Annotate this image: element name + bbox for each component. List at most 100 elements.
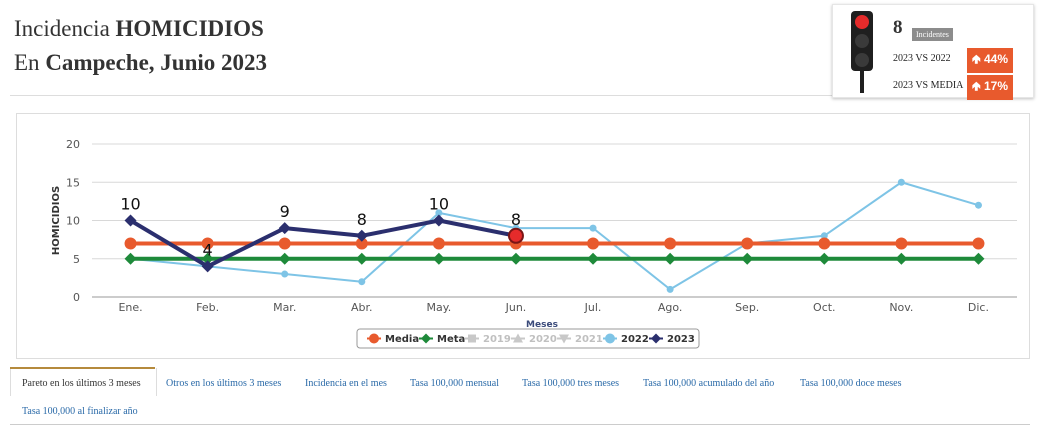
point-Meta-2 — [201, 252, 214, 265]
tab-8[interactable]: Tasa 100,000 al finalizar año — [22, 406, 138, 417]
legend-marker-2023 — [651, 333, 661, 344]
point-2022-3 — [281, 270, 289, 278]
series-line-2022 — [130, 181, 979, 291]
x-tick-label: Ago. — [658, 301, 683, 314]
subtitle-place-date: Campeche, Junio 2023 — [45, 50, 268, 75]
legend-label-Media: Media — [385, 334, 419, 345]
tab-3[interactable]: Incidencia en el mes — [305, 378, 387, 389]
point-2023-5 — [432, 214, 445, 227]
point-2023-4 — [355, 229, 368, 242]
point-Media-9 — [741, 237, 754, 250]
title-crime: HOMICIDIOS — [115, 16, 264, 41]
legend-marker-2021 — [559, 334, 569, 344]
point-2023-3 — [278, 222, 291, 235]
subtitle-prefix: En — [14, 50, 46, 75]
legend-label-Meta: Meta — [437, 334, 465, 345]
point-Media-11 — [895, 237, 908, 250]
compare-media-badge: 🢁 17% — [967, 75, 1013, 100]
tab-2[interactable]: Otros en los últimos 3 meses — [166, 378, 282, 389]
compare-2022-badge: 🢁 44% — [967, 48, 1013, 73]
chart-container: 0 5 10 15 20 HOMICIDIOS Ene. Feb. Mar. Abr. May. Ju… — [16, 113, 1030, 359]
compare-2022-value: 44% — [983, 52, 1008, 66]
point-2022-10 — [820, 232, 828, 240]
point-2023-2 — [201, 260, 214, 273]
legend-label-2023: 2023 — [667, 334, 695, 345]
point-Media-1 — [124, 237, 137, 250]
x-tick-label: Sep. — [735, 301, 759, 314]
traffic-light-red-lamp — [855, 15, 869, 29]
point-2022-7 — [589, 224, 597, 232]
point-Media-3 — [278, 237, 291, 250]
y-tick-label: 0 — [73, 291, 80, 304]
legend-marker-Meta — [421, 333, 431, 344]
x-tick-label: Abr. — [351, 301, 373, 314]
tab-1[interactable]: Pareto en los últimos 3 meses — [22, 378, 141, 389]
legend-marker-2022 — [605, 333, 615, 344]
tab-6[interactable]: Tasa 100,000 acumulado del año — [643, 378, 775, 389]
point-Media-8 — [664, 237, 677, 250]
traffic-light-pole — [860, 71, 864, 93]
traffic-light-green-lamp — [855, 53, 869, 67]
data-label-2023-1: 10 — [120, 195, 140, 214]
point-2022-11 — [897, 178, 905, 186]
active-tab-indicator — [10, 367, 155, 369]
point-Meta-1 — [124, 252, 137, 265]
x-tick-label: Ene. — [118, 301, 142, 314]
legend-marker-Media — [369, 333, 379, 344]
legend-label-2019: 2019 — [483, 334, 511, 345]
header-divider — [10, 95, 832, 96]
point-Media-12 — [972, 237, 985, 250]
point-Meta-10 — [818, 252, 831, 265]
title-prefix: Incidencia — [14, 16, 116, 41]
point-Meta-12 — [972, 252, 985, 265]
active-tab-frame — [10, 368, 157, 396]
point-Media-4 — [355, 237, 368, 250]
y-tick-label: 10 — [66, 215, 80, 228]
stats-panel: 8 Incidentes 2023 VS 2022 🢁 44% 2023 VS … — [832, 4, 1034, 100]
legend-frame — [356, 328, 700, 349]
point-Meta-7 — [587, 252, 600, 265]
x-tick-label: Oct. — [813, 301, 836, 314]
point-2022-8 — [666, 285, 674, 293]
tab-4[interactable]: Tasa 100,000 mensual — [410, 378, 500, 389]
x-tick-label: Jun. — [505, 301, 527, 314]
x-tick-label: Dic. — [968, 301, 989, 314]
incident-count: 8 — [893, 17, 903, 38]
compare-media-label: 2023 VS MEDIA — [893, 80, 964, 91]
series-line-2023 — [129, 218, 517, 269]
point-Media-5 — [432, 237, 445, 250]
point-Meta-8 — [664, 252, 677, 265]
point-Meta-11 — [895, 252, 908, 265]
page-subtitle: En Campeche, Junio 2023 — [14, 50, 267, 76]
compare-media-value: 17% — [983, 79, 1008, 93]
traffic-light-icon — [851, 11, 873, 71]
line-chart: 0 5 10 15 20 HOMICIDIOS Ene. Feb. Mar. Abr. May. Ju… — [51, 138, 1017, 349]
footer-divider — [10, 424, 1030, 425]
data-label-2023-5: 10 — [429, 195, 449, 214]
chart-legend: Media Meta 2019 2020 2021 2022 2023 — [356, 328, 700, 349]
point-Meta-9 — [741, 252, 754, 265]
point-2022-5 — [435, 209, 443, 217]
point-Meta-5 — [432, 252, 445, 265]
x-tick-label: Jul. — [584, 301, 602, 314]
tab-7[interactable]: Tasa 100,000 doce meses — [800, 378, 902, 389]
point-Media-10 — [818, 237, 831, 250]
tab-5[interactable]: Tasa 100,000 tres meses — [522, 378, 620, 389]
traffic-light-yellow-lamp — [855, 34, 869, 48]
point-2022-12 — [974, 201, 982, 209]
y-axis-label: HOMICIDIOS — [51, 186, 62, 255]
data-label-2023-4: 8 — [357, 210, 367, 229]
point-Meta-6 — [509, 252, 522, 265]
legend-marker-2019 — [468, 334, 476, 343]
data-label-2023-6: 8 — [511, 210, 521, 229]
point-2022-4 — [358, 278, 366, 286]
point-Meta-3 — [278, 252, 291, 265]
legend-label-2020: 2020 — [529, 334, 557, 345]
y-tick-label: 20 — [66, 138, 80, 151]
arrow-up-icon: 🢁 — [972, 79, 981, 93]
point-Media-2 — [201, 237, 214, 250]
legend-marker-2020 — [513, 333, 523, 343]
y-tick-label: 15 — [66, 176, 80, 189]
compare-2022-label: 2023 VS 2022 — [893, 53, 951, 64]
data-label-2023-3: 9 — [280, 202, 290, 221]
